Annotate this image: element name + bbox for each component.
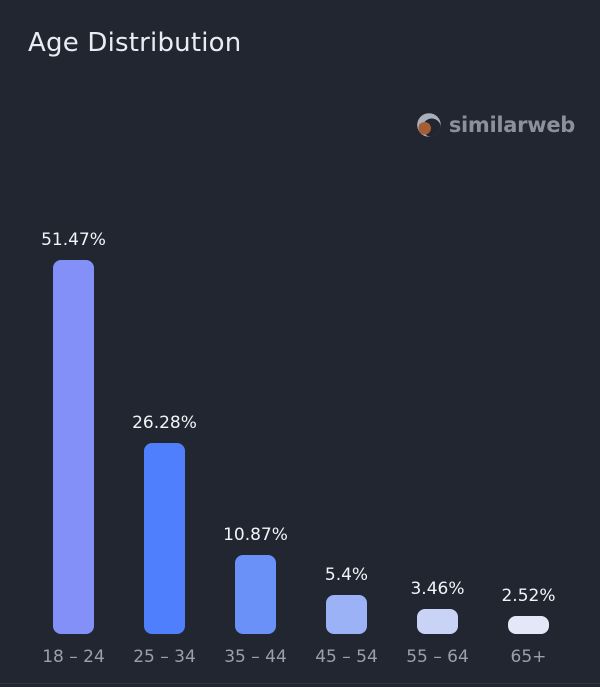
bar-column: 26.28% 25 – 34 <box>119 229 210 687</box>
page-title: Age Distribution <box>28 28 242 58</box>
x-axis-label: 55 – 64 <box>406 647 469 667</box>
bar[interactable] <box>417 609 458 634</box>
bar-column: 51.47% 18 – 24 <box>28 229 119 687</box>
bar-column: 10.87% 35 – 44 <box>210 229 301 687</box>
bar[interactable] <box>144 443 185 634</box>
bar-column: 3.46% 55 – 64 <box>392 229 483 687</box>
x-axis-label: 35 – 44 <box>224 647 287 667</box>
bar-value-label: 51.47% <box>41 230 106 250</box>
similarweb-watermark[interactable]: similarweb <box>416 112 575 138</box>
similarweb-brand-text: similarweb <box>448 113 575 137</box>
x-axis-label: 45 – 54 <box>315 647 378 667</box>
bar[interactable] <box>53 260 94 634</box>
bar-value-label: 10.87% <box>223 525 288 545</box>
x-axis-label: 25 – 34 <box>133 647 196 667</box>
bar-value-label: 3.46% <box>410 579 465 599</box>
bar-value-label: 2.52% <box>501 586 556 606</box>
bar[interactable] <box>508 616 549 634</box>
age-distribution-chart: 51.47% 18 – 24 26.28% 25 – 34 10.87% 35 – 44 5… <box>28 229 574 687</box>
bar-column: 2.52% 65+ <box>483 229 574 687</box>
bar-value-label: 5.4% <box>324 565 369 585</box>
similarweb-logo-icon <box>416 113 441 137</box>
bottom-divider <box>0 683 600 684</box>
bar[interactable] <box>326 595 367 634</box>
bar-value-label: 26.28% <box>132 413 197 433</box>
x-axis-label: 18 – 24 <box>42 647 105 667</box>
x-axis-label: 65+ <box>510 647 547 667</box>
bar[interactable] <box>235 555 276 634</box>
bar-column: 5.4% 45 – 54 <box>301 229 392 687</box>
